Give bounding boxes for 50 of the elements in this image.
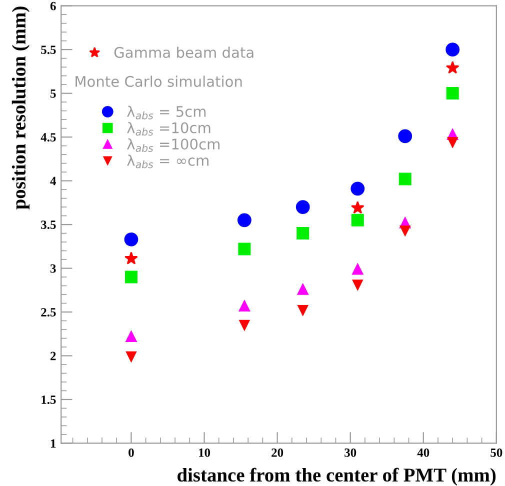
point bbox=[124, 252, 138, 264]
legend-label: λ$_{abs}$ =10cm bbox=[127, 122, 210, 136]
point bbox=[126, 330, 137, 342]
legend-label: Gamma beam data bbox=[114, 46, 254, 58]
point bbox=[447, 137, 458, 148]
legend-label: λ$_{abs}$ =100cm bbox=[127, 138, 220, 152]
y-tick-label: 3.5 bbox=[41, 220, 56, 230]
point bbox=[298, 305, 308, 316]
legend-label: λ$_{abs}$ = 5cm bbox=[127, 106, 206, 120]
point bbox=[446, 87, 459, 100]
x-tick-label: 20 bbox=[272, 448, 284, 457]
point bbox=[297, 284, 308, 295]
annotation: Monte Carlo simulation bbox=[76, 76, 242, 87]
x-tick-label: 50 bbox=[490, 448, 502, 457]
y-tick-label: 2 bbox=[50, 352, 56, 360]
x-axis-title: distance from the center of PMT (mm) bbox=[178, 468, 496, 486]
legend-label: λ$_{abs}$ = ∞cm bbox=[127, 154, 208, 168]
point bbox=[124, 232, 138, 246]
y-axis-title: position resolution (mm) bbox=[12, 6, 30, 210]
point bbox=[239, 320, 250, 330]
y-tick-label: 1 bbox=[50, 439, 56, 448]
y-tick-label: 6 bbox=[50, 2, 56, 10]
point bbox=[446, 42, 460, 57]
y-tick-label: 5.5 bbox=[41, 46, 56, 54]
x-tick-label: 0 bbox=[128, 448, 134, 457]
point bbox=[351, 200, 364, 214]
point bbox=[238, 300, 250, 312]
point bbox=[446, 61, 460, 74]
point bbox=[124, 270, 138, 284]
point bbox=[296, 200, 310, 214]
x-tick-label: 10 bbox=[199, 448, 210, 457]
y-tick-label: 2.5 bbox=[41, 308, 56, 317]
point bbox=[351, 214, 364, 226]
y-tick-label: 4.5 bbox=[40, 133, 56, 142]
y-tick-label: 3 bbox=[50, 264, 56, 273]
point bbox=[126, 351, 136, 362]
point bbox=[398, 172, 412, 186]
point bbox=[352, 264, 364, 275]
x-tick-label: 40 bbox=[417, 448, 430, 457]
point bbox=[296, 227, 310, 240]
point bbox=[237, 213, 252, 228]
point bbox=[238, 242, 251, 256]
point bbox=[352, 280, 363, 290]
y-tick-label: 4 bbox=[50, 176, 56, 186]
point bbox=[400, 225, 410, 236]
y-tick-label: 5 bbox=[50, 89, 56, 98]
point bbox=[350, 182, 365, 196]
point bbox=[398, 129, 412, 144]
y-tick-label: 1.5 bbox=[42, 396, 56, 404]
x-tick-label: 30 bbox=[344, 448, 356, 457]
